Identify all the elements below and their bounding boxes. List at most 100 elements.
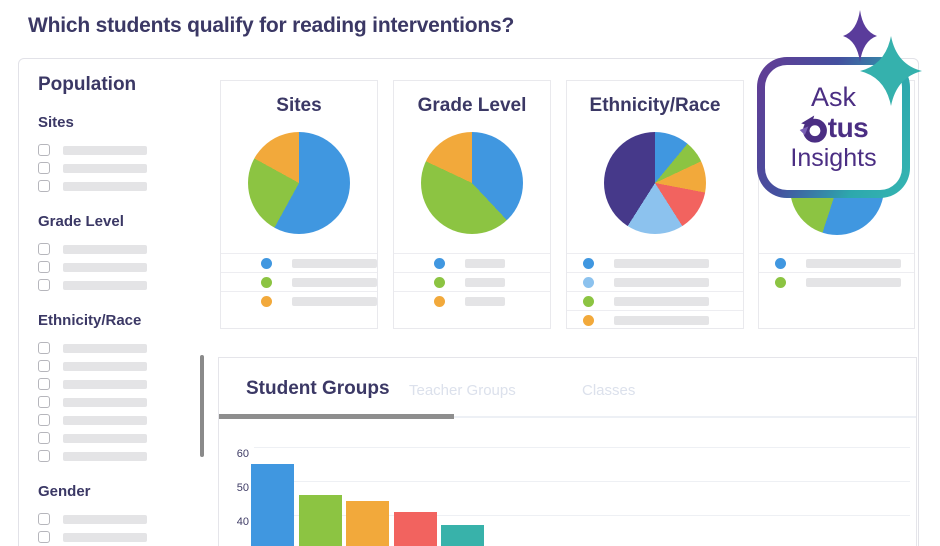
legend-dot [583,295,594,307]
ask-otus-insights-label: Ask tus Insights [765,65,902,190]
filter-section-label: Gender [38,483,91,500]
legend-dot [583,314,594,326]
filter-checkbox[interactable] [38,360,50,372]
legend-row [567,272,743,291]
filter-option-row [38,258,193,276]
bar-chart-y-tick: 40 [236,516,249,528]
filter-option-row [38,339,193,357]
option-label-placeholder [63,433,147,443]
filter-option-row [38,411,193,429]
filter-option-row [38,159,193,177]
legend-dot [583,276,594,288]
sites-legend [221,253,377,310]
filter-checkbox[interactable] [38,180,50,192]
filter-checkbox[interactable] [38,432,50,444]
ask-otus-insights-badge: Ask tus Insights [757,57,910,198]
badge-word-insights: Insights [790,144,877,172]
filter-checkbox[interactable] [38,531,50,543]
option-label-placeholder [63,379,147,389]
sites-pie-chart [248,132,350,234]
filter-checkbox[interactable] [38,450,50,462]
card-title-ethnicity-race: Ethnicity/Race [589,95,721,116]
filter-section-label: Sites [38,114,74,131]
ethnicity-race-pie-chart [604,132,706,234]
otus-o-icon [799,114,827,143]
legend-label-placeholder [292,277,377,287]
filter-checkbox[interactable] [38,243,50,255]
legend-label-placeholder [465,296,505,306]
legend-row [759,253,914,272]
option-label-placeholder [63,397,147,407]
legend-dot [775,257,786,269]
sparkle-icon-teal [860,36,922,106]
bar [298,494,342,546]
option-label-placeholder [63,451,147,461]
badge-word-ask: Ask [810,82,856,112]
filter-option-row [38,141,193,159]
filter-option-row [38,276,193,294]
sparkle-icon-purple [843,10,877,62]
filter-option-row [38,393,193,411]
sidebar-title: Population [38,74,137,95]
legend-label-placeholder [614,315,709,325]
grade-level-card: Grade Level [393,80,551,329]
tab-student-groups[interactable]: Student Groups [246,378,390,399]
legend-row [394,253,550,272]
option-label-placeholder [63,163,147,173]
filter-checkbox[interactable] [38,279,50,291]
legend-dot [261,295,272,307]
option-label-placeholder [63,181,147,191]
legend-label-placeholder [806,277,901,287]
filter-checkbox[interactable] [38,414,50,426]
option-label-placeholder [63,514,147,524]
legend-label-placeholder [292,258,377,268]
filter-option-row [38,447,193,465]
sidebar-scrollbar-thumb[interactable] [200,355,204,457]
groups-panel: Student Groups Teacher Groups Classes 60… [218,357,917,546]
legend-dot [434,276,445,288]
legend-row [221,291,377,310]
legend-dot [583,257,594,269]
filter-checkbox[interactable] [38,261,50,273]
card-title-grade-level: Grade Level [417,95,527,116]
bar [346,501,389,546]
bar-chart-gridline [254,481,910,482]
badge-word-otus: tus [799,112,869,144]
badge-word-otus-text: tus [827,112,869,143]
legend-label-placeholder [465,258,505,268]
active-tab-underline [219,414,454,419]
tab-teacher-groups[interactable]: Teacher Groups [409,382,516,399]
filter-checkbox[interactable] [38,378,50,390]
ethnicity-race-card: Ethnicity/Race [566,80,744,329]
filter-option-row [38,510,193,528]
option-label-placeholder [63,244,147,254]
filter-checkbox[interactable] [38,144,50,156]
bar [251,464,294,546]
legend-label-placeholder [614,296,709,306]
bar-chart-y-tick: 50 [236,482,249,494]
bar [393,511,437,546]
filter-checkbox[interactable] [38,342,50,354]
legend-dot [261,276,272,288]
filter-option-row [38,357,193,375]
legend-row [759,272,914,291]
grade-level-pie-chart [421,132,523,234]
legend-row [567,253,743,272]
bar [441,525,484,546]
option-label-placeholder [63,532,147,542]
bar-chart-gridline [254,515,910,516]
legend-row [394,291,550,310]
filter-checkbox[interactable] [38,162,50,174]
legend-dot [775,276,786,288]
page-title: Which students qualify for reading inter… [28,14,515,37]
legend-label-placeholder [614,277,709,287]
filter-checkbox[interactable] [38,396,50,408]
ethnicity-race-legend [567,253,743,329]
tab-classes[interactable]: Classes [582,382,636,399]
legend-row [567,291,743,310]
filter-checkbox[interactable] [38,513,50,525]
filter-option-row [38,528,193,546]
sites-card: Sites [220,80,378,329]
bar-chart-gridline [254,447,910,448]
